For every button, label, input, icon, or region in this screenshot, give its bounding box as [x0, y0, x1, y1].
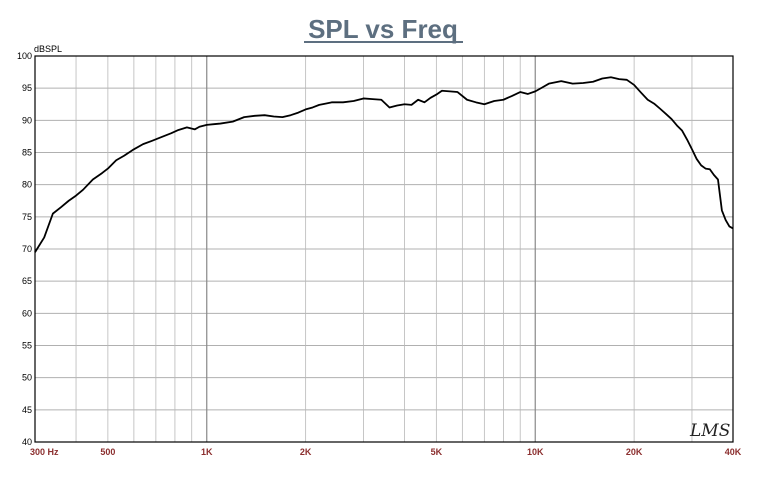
- y-axis-label: dBSPL: [34, 44, 62, 54]
- spl-response-line: [34, 76, 734, 253]
- y-tick-label: 65: [22, 276, 32, 286]
- y-tick-label: 45: [22, 405, 32, 415]
- y-ticks: 40 45 50 55 60 65 70 75 80 85 90 95 100: [17, 51, 32, 447]
- chart-title: SPL vs Freq: [308, 14, 458, 44]
- x-ticks: 300 Hz 500 1K 2K 5K 10K 20K 40K: [30, 447, 742, 457]
- x-tick-label: 500: [100, 447, 115, 457]
- x-tick-label: 20K: [626, 447, 643, 457]
- y-tick-label: 70: [22, 244, 32, 254]
- x-tick-label: 2K: [300, 447, 312, 457]
- y-tick-label: 85: [22, 148, 32, 158]
- y-tick-label: 55: [22, 341, 32, 351]
- x-tick-label: 300 Hz: [30, 447, 59, 457]
- y-tick-label: 95: [22, 83, 32, 93]
- x-tick-label: 1K: [201, 447, 213, 457]
- y-tick-label: 100: [17, 51, 32, 61]
- y-tick-label: 90: [22, 115, 32, 125]
- y-tick-label: 80: [22, 180, 32, 190]
- lms-watermark: LMS: [689, 421, 730, 441]
- grid: [35, 56, 733, 442]
- x-tick-label: 10K: [527, 447, 544, 457]
- y-tick-label: 50: [22, 373, 32, 383]
- y-tick-label: 60: [22, 308, 32, 318]
- plot-frame: [34, 55, 734, 443]
- x-tick-label: 5K: [431, 447, 443, 457]
- series-group: [34, 76, 734, 253]
- y-tick-label: 40: [22, 437, 32, 447]
- y-tick-label: 75: [22, 212, 32, 222]
- x-tick-label: 40K: [725, 447, 742, 457]
